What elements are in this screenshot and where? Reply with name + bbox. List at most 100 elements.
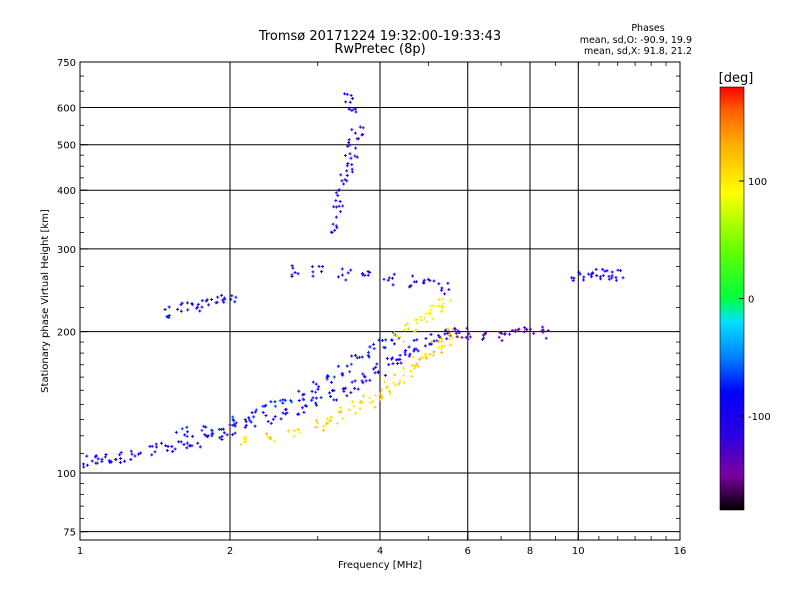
scatter-point xyxy=(587,272,591,276)
scatter-point xyxy=(293,429,297,433)
scatter-point xyxy=(360,355,364,359)
scatter-point xyxy=(412,366,416,370)
scatter-point xyxy=(387,363,391,367)
scatter-point xyxy=(347,140,351,144)
scatter-point xyxy=(167,305,171,309)
scatter-point xyxy=(297,389,301,393)
scatter-point xyxy=(233,300,237,304)
scatter-point xyxy=(266,435,270,439)
scatter-point xyxy=(247,416,251,420)
scatter-point xyxy=(334,398,338,402)
scatter-point xyxy=(377,392,381,396)
scatter-point xyxy=(522,330,526,334)
scatter-point xyxy=(392,272,396,276)
scatter-point xyxy=(610,276,614,280)
scatter-point xyxy=(432,339,436,343)
scatter-point xyxy=(321,264,325,268)
scatter-point xyxy=(129,449,133,453)
scatter-points xyxy=(81,92,625,469)
scatter-point xyxy=(454,331,458,335)
scatter-point xyxy=(310,398,314,402)
scatter-point xyxy=(229,297,233,301)
scatter-point xyxy=(394,383,398,387)
scatter-point xyxy=(468,335,472,339)
scatter-point xyxy=(391,362,395,366)
scatter-point xyxy=(361,400,365,404)
scatter-point xyxy=(297,399,301,403)
stats-o-line: mean, sd,O: -90.9, 19.9 xyxy=(580,35,692,46)
scatter-point xyxy=(354,146,358,150)
scatter-point xyxy=(239,442,243,446)
scatter-point xyxy=(314,396,318,400)
scatter-point xyxy=(264,414,268,418)
scatter-point xyxy=(361,381,365,385)
scatter-point xyxy=(425,320,429,324)
scatter-point xyxy=(329,394,333,398)
scatter-point xyxy=(254,408,258,412)
scatter-point xyxy=(391,381,395,385)
scatter-point xyxy=(525,328,529,332)
scatter-point xyxy=(424,337,428,340)
scatter-point xyxy=(500,332,504,336)
scatter-point xyxy=(173,447,177,451)
scatter-point xyxy=(180,427,184,431)
scatter-point xyxy=(345,179,349,183)
scatter-point xyxy=(350,400,354,404)
scatter-point xyxy=(446,281,450,285)
scatter-point xyxy=(133,454,137,458)
scatter-point xyxy=(273,400,277,404)
scatter-point xyxy=(350,354,354,358)
scatter-point xyxy=(314,390,318,394)
scatter-point xyxy=(447,288,451,292)
scatter-point xyxy=(278,399,282,403)
scatter-point xyxy=(107,459,111,463)
scatter-point xyxy=(244,435,248,439)
scatter-point xyxy=(339,405,343,409)
scatter-point xyxy=(341,417,345,421)
scatter-point xyxy=(424,312,428,316)
scatter-point xyxy=(329,380,333,384)
scatter-point xyxy=(231,423,235,427)
scatter-point xyxy=(114,458,118,462)
scatter-point xyxy=(460,335,464,339)
scatter-point xyxy=(439,347,443,351)
scatter-point xyxy=(372,367,376,371)
scatter-point xyxy=(386,385,390,389)
scatter-point xyxy=(296,427,300,431)
scatter-point xyxy=(440,288,444,292)
scatter-point xyxy=(386,278,390,282)
scatter-point xyxy=(343,153,347,157)
scatter-point xyxy=(540,328,544,332)
scatter-point xyxy=(154,445,158,449)
scatter-point xyxy=(366,269,370,273)
scatter-point xyxy=(95,461,99,465)
scatter-point xyxy=(340,273,344,277)
scatter-point xyxy=(231,433,235,437)
scatter-point xyxy=(333,228,337,232)
scatter-point xyxy=(397,382,401,386)
scatter-point xyxy=(431,304,435,308)
scatter-point xyxy=(311,380,315,384)
x-tick-label: 10 xyxy=(572,546,585,557)
scatter-point xyxy=(345,92,349,96)
scatter-point xyxy=(414,328,418,332)
scatter-point xyxy=(118,461,122,465)
scatter-point xyxy=(375,362,379,366)
scatter-point xyxy=(360,379,364,383)
scatter-point xyxy=(177,440,181,444)
scatter-point xyxy=(220,438,224,442)
scatter-point xyxy=(334,224,338,228)
scatter-point xyxy=(211,432,215,436)
scatter-point xyxy=(422,278,426,282)
colorbar-tick-label: 100 xyxy=(748,177,767,188)
scatter-point xyxy=(374,365,378,369)
scatter-point xyxy=(185,430,189,434)
scatter-point xyxy=(210,297,214,301)
scatter-point xyxy=(347,408,351,412)
scatter-point xyxy=(441,297,445,301)
x-tick-label: 8 xyxy=(527,546,533,557)
scatter-point xyxy=(392,342,396,346)
scatter-point xyxy=(354,107,358,111)
scatter-point xyxy=(336,275,340,279)
scatter-point xyxy=(272,439,276,443)
